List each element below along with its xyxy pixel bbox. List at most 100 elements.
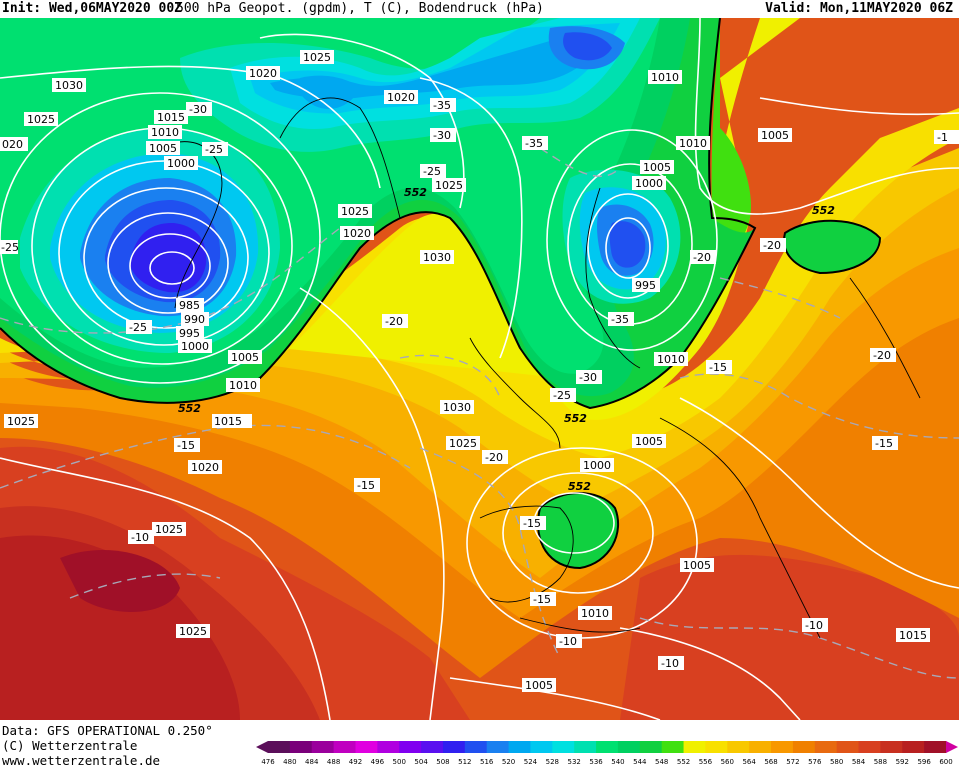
isobar-label: 1005	[522, 678, 556, 692]
isobar-label: 1010	[654, 352, 688, 366]
colorbar-swatch	[508, 741, 531, 753]
svg-text:-30: -30	[579, 371, 597, 384]
colorbar-tick-label: 552	[676, 758, 691, 766]
field-592-southwest	[0, 535, 240, 720]
temp-label: -10	[556, 634, 582, 648]
temperature-labels: -30 -25 -35 -30 -35 -25 -20 -20 -35 -20 …	[0, 98, 959, 670]
colorbar-tick-label: 484	[305, 758, 319, 766]
colorbar-tick-label: 564	[742, 758, 756, 766]
colorbar-tick-label: 556	[698, 758, 713, 766]
isobar-label: 1010	[676, 136, 710, 150]
isobar-label: 1000	[580, 458, 614, 472]
isobar-label: 1005	[680, 558, 714, 572]
weather-map: 1030 1025 020 1015 1010 1005 1000 985 99…	[0, 18, 959, 720]
isobar-label: 1025	[432, 178, 466, 192]
colorbar-tick-label: 516	[480, 758, 494, 766]
svg-text:1020: 1020	[387, 91, 415, 104]
field-508-low-west	[130, 222, 207, 293]
isobar-label: 1010	[578, 606, 612, 620]
svg-text:1030: 1030	[423, 251, 451, 264]
coastlines	[159, 97, 921, 639]
temp-label: -25	[126, 320, 152, 334]
svg-text:-15: -15	[523, 517, 541, 530]
colorbar-tick-label: 528	[545, 758, 559, 766]
colorbar-swatch	[617, 741, 641, 753]
temp-label: -10	[128, 530, 154, 544]
colorbar-tick-label: 568	[764, 758, 778, 766]
temp-label: -25	[202, 142, 228, 156]
isobar-label: 1005	[146, 141, 180, 155]
svg-text:1025: 1025	[435, 179, 463, 192]
svg-text:1030: 1030	[55, 79, 83, 92]
field-552-band	[0, 18, 800, 420]
colorbar-swatch	[836, 741, 860, 753]
temp-label: -10	[802, 618, 828, 632]
svg-text:1025: 1025	[341, 205, 369, 218]
svg-text:1005: 1005	[231, 351, 259, 364]
colorbar-labels: 476 480 484 488 492 496 500 504 508 512 516 520 524 5…	[256, 757, 956, 769]
temp-label: -35	[522, 136, 548, 150]
temp-label: -15	[706, 360, 732, 374]
colorbar-tick-label: 480	[283, 758, 297, 766]
colorbar-tick-label: 600	[939, 758, 953, 766]
colorbar-tick-label: 584	[851, 758, 866, 766]
temp-label: -1	[934, 130, 959, 144]
colorbar-swatch	[442, 741, 466, 753]
svg-text:1010: 1010	[581, 607, 609, 620]
svg-text:-35: -35	[433, 99, 451, 112]
colorbar-tick-label: 492	[348, 758, 363, 766]
svg-text:-15: -15	[709, 361, 727, 374]
isobar-label: 990	[181, 312, 209, 326]
colorbar-tick-label: 588	[873, 758, 888, 766]
colorbar-swatch	[574, 741, 597, 753]
colorbar-tick-label: 512	[458, 758, 472, 766]
colorbar-swatch	[399, 741, 422, 753]
svg-text:1000: 1000	[167, 157, 195, 170]
svg-text:-10: -10	[559, 635, 577, 648]
svg-text:-25: -25	[205, 143, 223, 156]
colorbar-tick-label: 508	[436, 758, 450, 766]
svg-text:995: 995	[179, 327, 200, 340]
colorbar-tick-label: 496	[370, 758, 385, 766]
svg-text:-20: -20	[485, 451, 503, 464]
isobar-label: 995	[632, 278, 660, 292]
svg-text:1000: 1000	[583, 459, 611, 472]
svg-text:1010: 1010	[679, 137, 707, 150]
isobar-label: 1025	[24, 112, 58, 126]
colorbar-swatch	[924, 741, 947, 753]
svg-text:1025: 1025	[27, 113, 55, 126]
colorbar-swatch	[552, 741, 575, 753]
svg-text:-30: -30	[189, 103, 207, 116]
temp-label: -15	[530, 592, 556, 606]
isobar-label: 1010	[226, 378, 260, 392]
geopotential-labels: 552 552 552 552 552 552	[178, 186, 835, 493]
credits: Data: GFS OPERATIONAL 0.250° (C) Wetterz…	[2, 723, 213, 768]
svg-text:-15: -15	[875, 437, 893, 450]
colorbar-tick-label: 560	[720, 758, 734, 766]
geo-label: 552	[404, 186, 427, 199]
chart-title: 500 hPa Geopot. (gpdm), T (C), Bodendruc…	[176, 1, 544, 16]
svg-text:-15: -15	[177, 439, 195, 452]
svg-text:-35: -35	[611, 313, 629, 326]
field-548-cutoff-east	[784, 220, 880, 273]
svg-text:995: 995	[635, 279, 656, 292]
colorbar-tick-label: 544	[633, 758, 647, 766]
temp-label: -10	[658, 656, 684, 670]
svg-text:1025: 1025	[179, 625, 207, 638]
svg-text:1005: 1005	[149, 142, 177, 155]
svg-text:1030: 1030	[443, 401, 471, 414]
svg-text:-25: -25	[423, 165, 441, 178]
colorbar-swatch	[880, 741, 903, 753]
svg-text:-20: -20	[693, 251, 711, 264]
isobar-label: 1015	[212, 414, 252, 428]
colorbar-swatch	[771, 741, 794, 753]
isobar-label: 1000	[164, 156, 198, 170]
temp-label: -30	[430, 128, 456, 142]
svg-text:1005: 1005	[525, 679, 553, 692]
isobar-label: 1020	[246, 66, 280, 80]
svg-text:-10: -10	[805, 619, 823, 632]
field-548-cutoff-iberia	[538, 493, 619, 568]
colorbar-tick-label: 504	[414, 758, 428, 766]
isobar-label: 1025	[446, 436, 480, 450]
isobar-label: 985	[176, 298, 204, 312]
